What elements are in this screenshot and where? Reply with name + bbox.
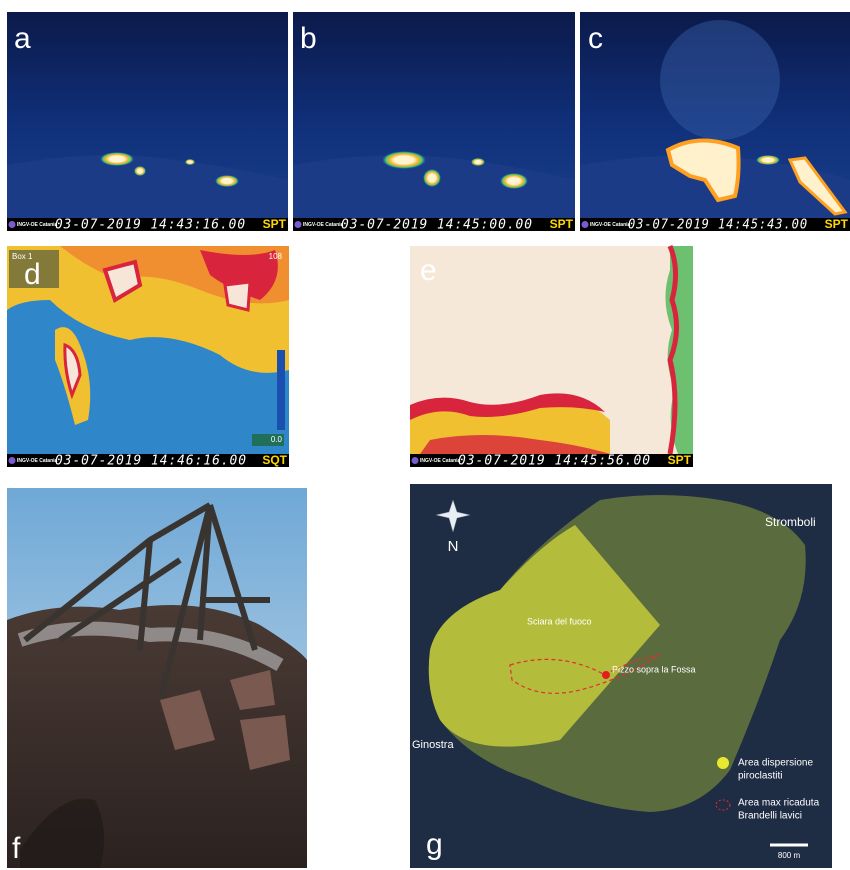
timestamp: 03-07-2019 14:43:16.00 [55,218,246,233]
timestamp: 03-07-2019 14:45:43.00 [628,218,808,233]
timestamp: 03-07-2019 14:46:16.00 [55,454,247,469]
timestamp: 03-07-2019 14:45:56.00 [458,454,651,469]
camera-code: SPT [263,217,287,231]
figure: INGV-OE Catania03-07-2019 14:43:16.00SPT… [0,0,850,870]
panel-letter: f [12,832,21,865]
panel-letter: d [24,258,41,291]
hotspot [756,155,780,165]
logo: INGV-OE Catania [17,222,58,228]
panel-c [580,12,850,218]
legend-swatch [717,757,729,769]
logo-icon [9,457,16,464]
overlay-label: 0.0 [271,435,283,444]
hotspot [382,151,426,169]
plume [660,20,780,140]
panel-letter: a [14,22,31,55]
hotspot [134,166,146,176]
colorbar [277,350,285,430]
logo: INGV-OE Catania [590,222,631,228]
overlay-label: Box 1 [12,252,33,261]
camera-code: SPT [825,217,849,231]
hotspot [185,159,195,165]
place-label: Stromboli [765,515,816,529]
logo-icon [9,221,16,228]
logo: INGV-OE Catania [303,222,344,228]
hotspot [500,173,528,189]
north-label: N [448,538,459,555]
panel-b [293,12,575,218]
panel-letter: c [588,22,603,55]
hotspot [100,152,134,166]
logo-icon [412,457,419,464]
panel-letter: e [420,254,437,287]
camera-code: SPT [550,217,574,231]
logo: INGV-OE Catania [420,458,461,464]
overlay-label: 108 [269,252,283,261]
panel-f [7,488,307,868]
panel-a [7,12,288,218]
hotspot [423,169,441,187]
camera-code: SPT [668,453,692,467]
legend-label: Brandelli lavici [738,811,802,822]
logo: INGV-OE Catania [17,458,58,464]
panel-d [7,246,289,454]
logo-icon [295,221,302,228]
panel-letter: g [426,828,443,861]
place-label: Pizzo sopra la Fossa [612,664,696,674]
place-label: Ginostra [412,739,454,751]
hot-area [225,282,250,310]
logo-icon [582,221,589,228]
panel-e [410,246,693,454]
summit-point [602,671,610,679]
legend-label: Area max ricaduta [738,798,820,809]
hotspot [215,175,239,187]
place-label: Sciara del fuoco [527,616,592,626]
hotspot [471,158,485,166]
legend-label: piroclastiti [738,771,782,782]
scale-label: 800 m [778,851,801,860]
legend-label: Area dispersione [738,758,813,769]
timestamp: 03-07-2019 14:45:00.00 [341,218,533,233]
panel-letter: b [300,22,317,55]
camera-code: SQT [262,453,287,467]
